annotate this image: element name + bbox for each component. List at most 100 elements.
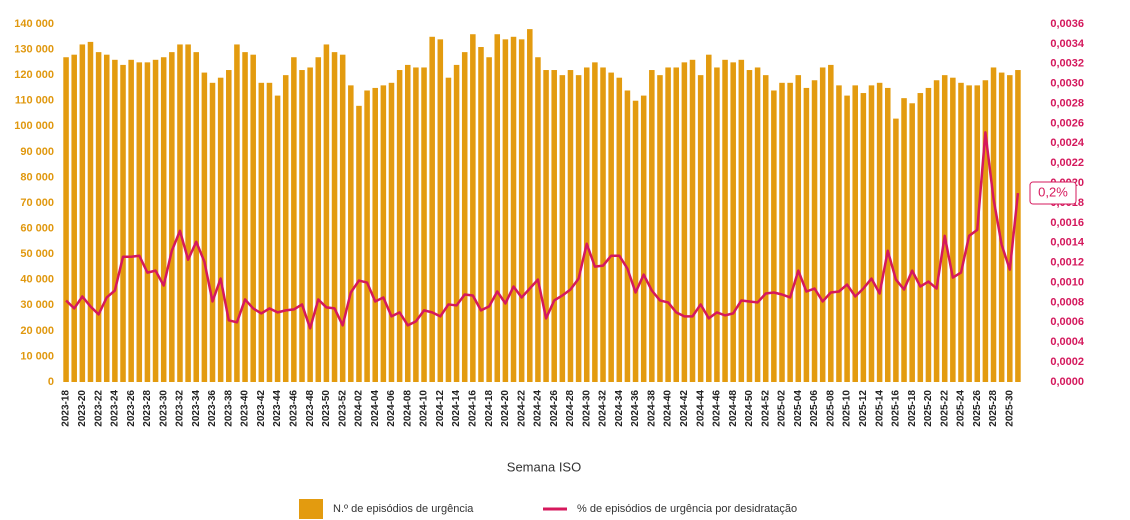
bar	[1007, 75, 1013, 383]
y-tick-label: 110 000	[15, 95, 54, 107]
legend-swatch	[299, 499, 323, 519]
bar	[413, 67, 419, 382]
x-tick-label: 2024-08	[402, 390, 413, 427]
bar	[901, 98, 907, 383]
x-tick-label: 2023-38	[223, 390, 234, 427]
bar	[201, 72, 208, 382]
y-tick-label: 0	[48, 376, 54, 388]
annotation-box	[1029, 181, 1077, 205]
y-tick-label: 40 000	[20, 274, 54, 286]
bar	[136, 62, 143, 382]
bar	[941, 75, 948, 383]
bar	[217, 77, 224, 382]
y-tick-label: 30 000	[20, 299, 54, 311]
x-tick-label: 2023-46	[289, 390, 300, 427]
bar	[998, 72, 1005, 382]
bar	[372, 87, 378, 382]
bar	[697, 75, 704, 383]
bar	[860, 93, 867, 383]
bar	[421, 67, 427, 382]
bar	[510, 36, 517, 383]
x-tick-label: 2024-04	[370, 390, 381, 427]
bar	[990, 67, 997, 382]
bar	[819, 67, 826, 382]
bar	[958, 82, 964, 383]
bar	[787, 82, 793, 383]
y-tick-label: 130 000	[14, 43, 54, 55]
bar	[795, 75, 802, 383]
bar	[811, 80, 818, 382]
bar	[453, 64, 460, 383]
x-tick-label: 2025-14	[874, 390, 885, 427]
x-tick-label: 2023-26	[126, 390, 137, 427]
y-tick-label: 90 000	[20, 146, 54, 158]
x-tick-label: 2024-46	[712, 390, 723, 427]
bar	[356, 105, 362, 382]
bar	[112, 59, 118, 383]
y2-tick-label: 0,0000	[1050, 376, 1084, 388]
x-tick-label: 2023-20	[77, 390, 88, 427]
y2-tick-label: 0,0016	[1050, 217, 1084, 229]
bar	[388, 82, 395, 383]
bar	[632, 100, 639, 382]
bar	[950, 77, 956, 382]
y-tick-label: 10 000	[20, 350, 54, 362]
bar	[502, 39, 509, 382]
x-tick-label: 2024-16	[467, 390, 478, 427]
bar	[348, 85, 354, 382]
x-tick-label: 2024-50	[744, 390, 755, 427]
y2-tick-label: 0,0022	[1050, 157, 1084, 169]
x-tick-label: 2024-26	[549, 390, 560, 427]
x-tick-label: 2024-38	[646, 390, 657, 427]
bar	[828, 64, 834, 383]
bar	[1015, 70, 1021, 383]
x-tick-label: 2023-40	[240, 390, 251, 427]
x-tick-label: 2024-30	[581, 390, 592, 427]
bar	[266, 82, 273, 383]
bar	[673, 67, 680, 382]
x-tick-label: 2025-02	[777, 390, 788, 427]
bar	[169, 52, 175, 382]
bar	[71, 54, 77, 382]
bar	[616, 77, 623, 382]
bar	[551, 70, 557, 383]
x-tick-label: 2024-40	[663, 390, 674, 427]
x-tick-label: 2025-18	[907, 390, 918, 427]
x-tick-label: 2023-34	[191, 390, 202, 427]
x-tick-label: 2025-26	[972, 390, 983, 427]
y2-tick-label: 0,0028	[1050, 97, 1084, 109]
bar	[339, 54, 346, 382]
y2-tick-label: 0,0006	[1050, 316, 1084, 328]
y-tick-label: 20 000	[20, 325, 54, 337]
x-tick-label: 2023-52	[337, 390, 348, 427]
bar	[535, 57, 541, 382]
x-tick-label: 2024-28	[565, 390, 576, 427]
bar	[461, 52, 468, 382]
bar	[681, 62, 688, 382]
bar	[307, 67, 313, 382]
x-tick-label: 2025-22	[939, 390, 950, 427]
bar	[144, 62, 151, 382]
x-tick-label: 2024-22	[516, 390, 527, 427]
bar	[315, 57, 322, 382]
x-tick-label: 2025-10	[842, 390, 853, 427]
bar	[640, 95, 647, 382]
bar	[567, 70, 574, 383]
bar	[909, 103, 915, 383]
bar	[63, 57, 69, 382]
bar	[478, 47, 484, 383]
bar	[730, 62, 736, 382]
x-tick-label: 2024-48	[728, 390, 739, 427]
x-tick-label: 2025-28	[988, 390, 999, 427]
x-tick-label: 2024-20	[500, 390, 511, 427]
bar	[884, 87, 891, 382]
y-tick-label: 140 000	[14, 18, 54, 30]
y2-tick-label: 0,0036	[1050, 18, 1084, 30]
y2-tick-label: 0,0002	[1050, 356, 1084, 368]
bar	[486, 57, 492, 382]
bar	[282, 75, 289, 383]
bar	[974, 85, 981, 382]
bar	[982, 80, 989, 382]
bar	[258, 82, 265, 383]
